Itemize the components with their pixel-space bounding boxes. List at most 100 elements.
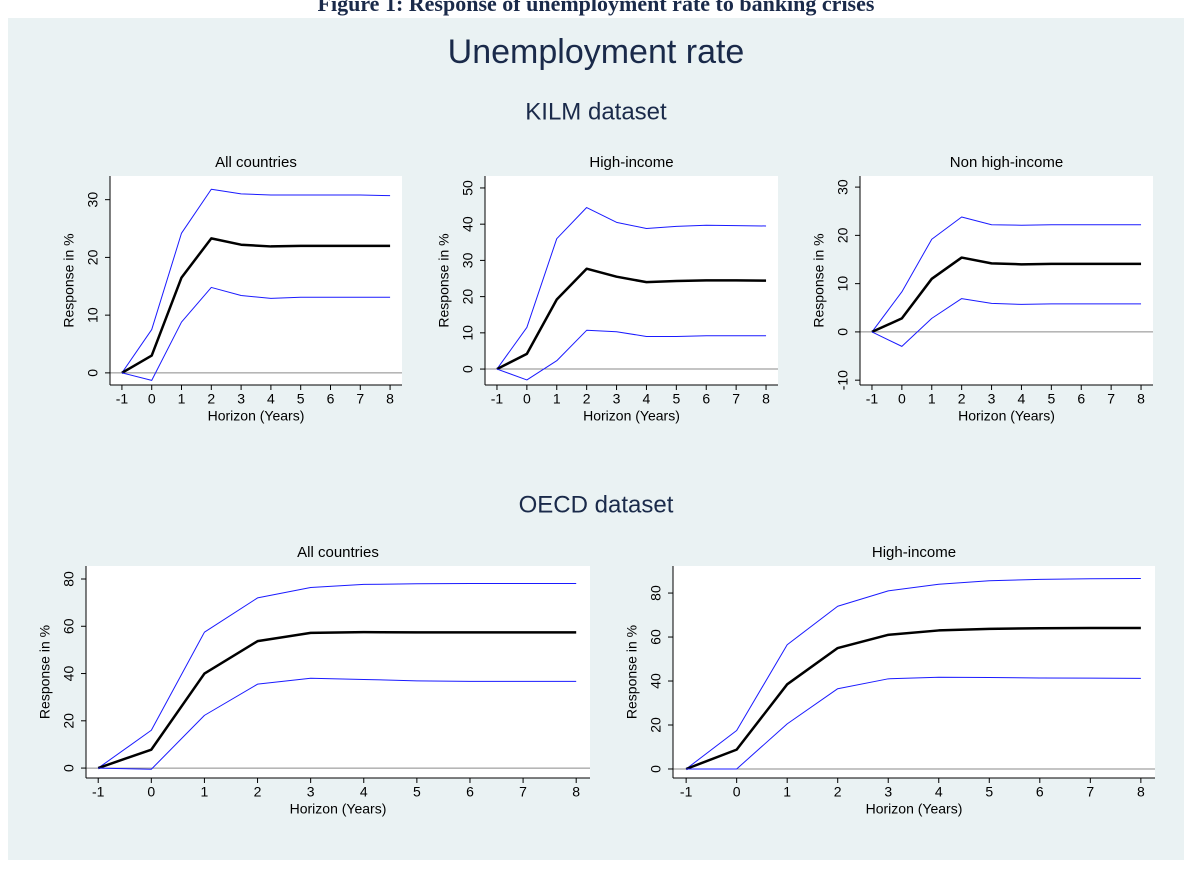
x-tick-label: 4	[267, 391, 275, 407]
panel-title: All countries	[215, 154, 297, 171]
series-line	[496, 207, 767, 370]
plot-area	[86, 566, 590, 778]
x-tick-label: 0	[148, 391, 156, 407]
plot-area	[110, 176, 402, 385]
y-tick-label: 30	[835, 179, 851, 195]
y-axis-label: Response in %	[61, 233, 77, 327]
y-tick-label: 40	[648, 673, 664, 689]
x-tick-label: 4	[935, 784, 943, 800]
y-tick-label: 60	[61, 618, 77, 634]
group-title: KILM dataset	[525, 98, 667, 125]
series-line	[686, 676, 1141, 770]
x-tick-label: -1	[116, 391, 129, 407]
y-tick-label: 80	[648, 585, 664, 601]
y-axis-label: Response in %	[436, 233, 452, 327]
y-tick-label: 10	[835, 276, 851, 292]
panel-title: All countries	[297, 544, 379, 561]
x-tick-label: 7	[519, 784, 527, 800]
x-axis-label: Horizon (Years)	[208, 408, 305, 424]
y-tick-label: 20	[460, 289, 476, 305]
x-tick-label: 8	[572, 784, 580, 800]
x-tick-label: 3	[613, 391, 621, 407]
y-tick-label: 50	[460, 180, 476, 196]
x-tick-label: 6	[702, 391, 710, 407]
y-tick-label: 20	[85, 249, 101, 265]
x-tick-label: -1	[680, 784, 693, 800]
x-axis-label: Horizon (Years)	[866, 801, 963, 817]
x-tick-label: 5	[985, 784, 993, 800]
x-tick-label: 4	[643, 391, 651, 407]
y-tick-label: 60	[648, 629, 664, 645]
group-title: OECD dataset	[519, 491, 674, 518]
y-tick-label: 0	[61, 764, 77, 772]
series-line	[871, 298, 1142, 347]
x-tick-label: 8	[1137, 391, 1145, 407]
x-tick-label: 0	[733, 784, 741, 800]
series-line	[97, 630, 577, 770]
x-tick-label: 2	[254, 784, 262, 800]
x-tick-label: 2	[207, 391, 215, 407]
series-line	[685, 626, 1141, 771]
x-tick-label: 6	[466, 784, 474, 800]
y-tick-label: -10	[835, 370, 851, 390]
x-tick-label: 5	[297, 391, 305, 407]
x-axis-label: Horizon (Years)	[583, 408, 680, 424]
y-tick-label: 30	[460, 252, 476, 268]
series-line	[121, 188, 391, 374]
y-tick-label: 20	[835, 227, 851, 243]
y-tick-label: 0	[460, 365, 476, 373]
x-tick-label: -1	[491, 391, 504, 407]
x-tick-label: 5	[413, 784, 421, 800]
series-line	[496, 329, 767, 381]
x-axis-label: Horizon (Years)	[958, 408, 1055, 424]
y-tick-label: 20	[61, 713, 77, 729]
series-line	[871, 216, 1142, 333]
y-tick-label: 30	[85, 192, 101, 208]
x-tick-label: 3	[237, 391, 245, 407]
x-tick-label: 7	[356, 391, 364, 407]
x-tick-label: 5	[672, 391, 680, 407]
x-tick-label: 8	[1137, 784, 1145, 800]
y-axis-label: Response in %	[37, 625, 53, 719]
x-tick-label: 8	[762, 391, 770, 407]
x-tick-label: 6	[1077, 391, 1085, 407]
x-tick-label: -1	[92, 784, 105, 800]
y-tick-label: 0	[85, 369, 101, 377]
series-line	[496, 267, 767, 371]
y-tick-label: 0	[835, 328, 851, 336]
x-tick-label: 7	[1086, 784, 1094, 800]
x-tick-label: 3	[884, 784, 892, 800]
x-tick-label: 3	[988, 391, 996, 407]
panel-title: High-income	[872, 544, 956, 561]
y-tick-label: 0	[648, 765, 664, 773]
x-tick-label: 2	[583, 391, 591, 407]
y-tick-label: 40	[61, 666, 77, 682]
y-axis-label: Response in %	[624, 625, 640, 719]
plot-area	[860, 176, 1153, 385]
x-tick-label: 7	[1107, 391, 1115, 407]
panel-title: Non high-income	[950, 154, 1063, 171]
x-tick-label: 4	[1018, 391, 1026, 407]
x-tick-label: 0	[898, 391, 906, 407]
x-tick-label: 1	[201, 784, 209, 800]
panel-title: High-income	[589, 154, 673, 171]
x-tick-label: 0	[147, 784, 155, 800]
x-tick-label: 7	[732, 391, 740, 407]
series-line	[98, 677, 577, 770]
x-tick-label: -1	[866, 391, 879, 407]
series-line	[121, 286, 391, 381]
series-line	[871, 256, 1142, 334]
x-tick-label: 1	[783, 784, 791, 800]
y-tick-label: 10	[460, 325, 476, 341]
y-tick-label: 10	[85, 307, 101, 323]
x-tick-label: 0	[523, 391, 531, 407]
x-tick-label: 5	[1047, 391, 1055, 407]
series-line	[97, 582, 577, 769]
y-axis-label: Response in %	[811, 233, 827, 327]
y-tick-label: 20	[648, 717, 664, 733]
x-tick-label: 4	[360, 784, 368, 800]
y-tick-label: 80	[61, 571, 77, 587]
series-line	[121, 237, 391, 374]
x-tick-label: 8	[386, 391, 394, 407]
